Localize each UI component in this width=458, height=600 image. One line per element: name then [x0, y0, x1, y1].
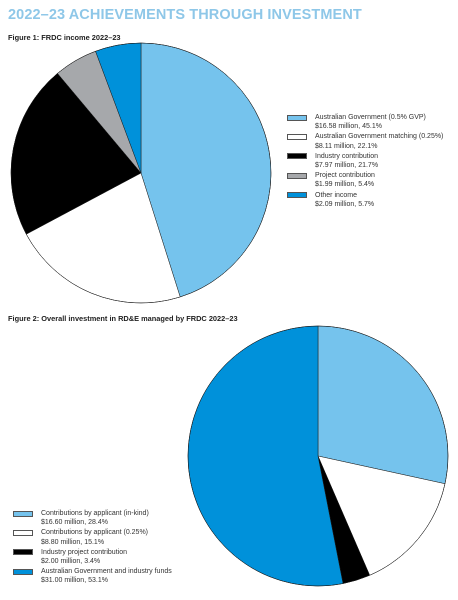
figure-1-legend-label: Australian Government (0.5% GVP): [315, 114, 426, 121]
figure-2-legend-value: $16.60 million, 28.4%: [41, 519, 108, 527]
figure-1-legend-label: Australian Government matching (0.25%): [315, 133, 444, 141]
figure-2-legend-label: Contributions by applicant (0.25%): [41, 529, 149, 537]
figure-1-outline: [10, 42, 272, 304]
figure-2-legend-item: Australian Government and industry funds…: [13, 567, 172, 585]
figure-1-legend-label: Industry contribution: [315, 152, 379, 160]
figure-1-title: Figure 1: FRDC income 2022–23: [8, 33, 121, 42]
figure-1-legend-swatch: [287, 114, 307, 121]
figure-2-legend-value: $2.00 million, 3.4%: [41, 558, 101, 566]
figure-2-legend-item: Contributions by applicant (0.25%) $8.80 …: [13, 528, 172, 546]
figure-2-legend-swatch: [13, 549, 33, 556]
figure-2-legend: Contributions by applicant (in-kind) $16.…: [13, 509, 172, 587]
figure-1-legend-value: $2.09 million, 5.7%: [315, 200, 375, 208]
figure-2-legend-label: Industry project contribution: [41, 548, 127, 556]
figure-1-legend: Australian Government (0.5% GVP) $16.58 m…: [287, 113, 443, 210]
figure-2-legend-swatch: [13, 510, 33, 517]
figure-1-legend-value: $16.58 million, 45.1%: [315, 123, 382, 131]
figure-1-legend-item: Other income $2.09 million, 5.7%: [287, 191, 443, 209]
figure-1-legend-value: $7.97 million, 21.7%: [315, 162, 379, 170]
figure-2-legend-label: Contributions by applicant (in-kind): [41, 510, 149, 517]
figure-1-legend-label: Project contribution: [315, 172, 375, 180]
figure-1-legend-item: Australian Government (0.5% GVP) $16.58 m…: [287, 113, 443, 131]
figure-2-legend-value: $31.00 million, 53.1%: [41, 577, 108, 585]
figure-2-legend-value: $8.80 million, 15.1%: [41, 538, 105, 546]
figure-1-legend-swatch: [287, 133, 307, 140]
figure-1-legend-swatch: [287, 153, 307, 160]
page-title: 2022–23 ACHIEVEMENTS THROUGH INVESTMENT: [8, 7, 362, 23]
figure-1-legend-swatch: [287, 172, 307, 179]
figure-1-legend-item: Australian Government matching (0.25%) $8…: [287, 132, 443, 150]
figure-2-legend-swatch: [13, 529, 33, 536]
figure-1-legend-swatch: [287, 192, 307, 199]
figure-2-title: Figure 2: Overall investment in RD&E man…: [8, 314, 238, 323]
figure-2-legend-label: Australian Government and industry funds: [41, 568, 172, 576]
figure-1-legend-item: Project contribution $1.99 million, 5.4%: [287, 171, 443, 189]
figure-1-legend-label: Other income: [315, 191, 358, 199]
figure-1-legend-item: Industry contribution $7.97 million, 21.7…: [287, 152, 443, 170]
figure-2-legend-swatch: [13, 568, 33, 575]
figure-2-legend-item: Industry project contribution $2.00 milli…: [13, 548, 172, 566]
figure-1-legend-value: $8.11 million, 22.1%: [315, 142, 378, 150]
figure-1-legend-value: $1.99 million, 5.4%: [315, 181, 375, 189]
figure-2-legend-item: Contributions by applicant (in-kind) $16.…: [13, 509, 172, 527]
figure-2-outline: [187, 325, 449, 587]
